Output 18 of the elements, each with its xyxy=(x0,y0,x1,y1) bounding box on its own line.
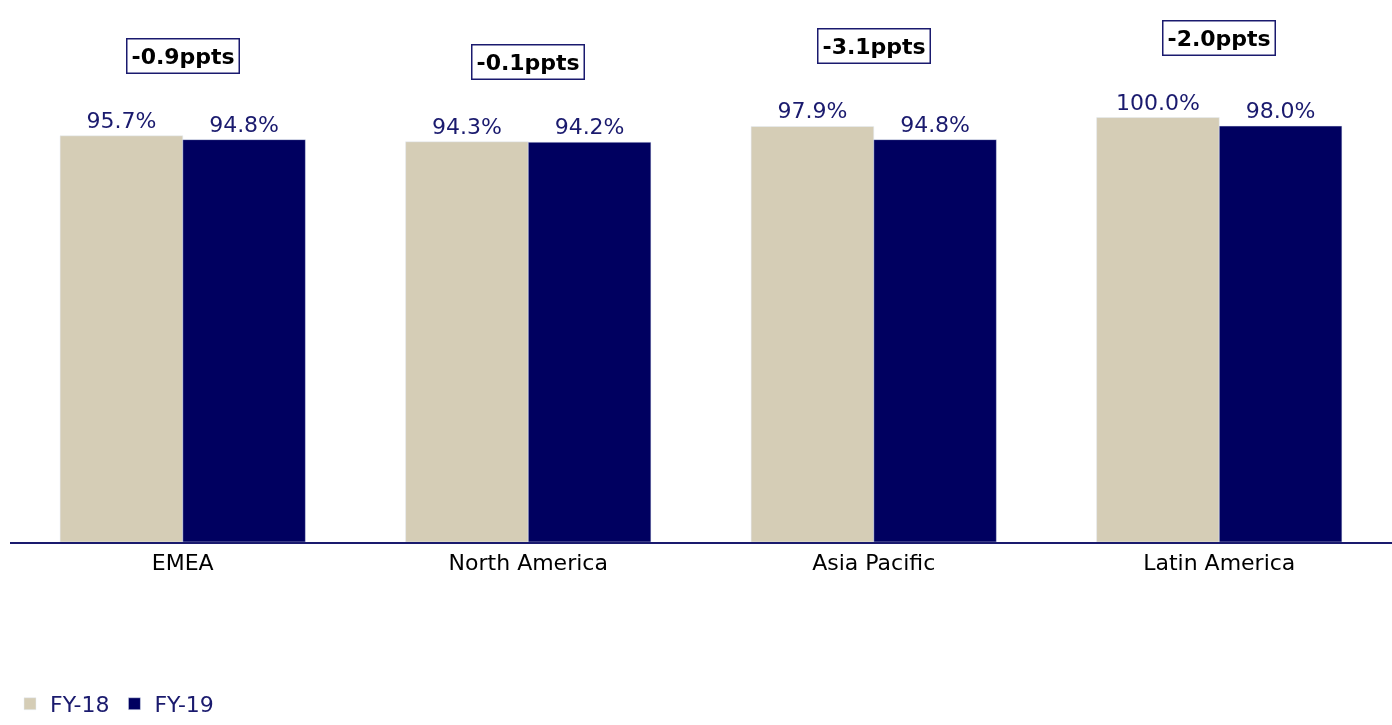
data-label: 95.7% xyxy=(86,107,157,133)
text: -0.9ppts xyxy=(131,43,235,69)
legend-label: FY-19 xyxy=(154,692,214,718)
text: -0.1ppts xyxy=(476,49,580,75)
data-label: 94.3% xyxy=(431,113,502,139)
data-label: 94.2% xyxy=(554,114,625,140)
data-label: 94.8% xyxy=(900,111,971,137)
data-label: 94.8% xyxy=(209,111,280,137)
x-tick-label: Latin America xyxy=(1143,550,1296,576)
x-tick-label: Asia Pacific xyxy=(812,550,936,576)
data-label: 97.9% xyxy=(777,98,848,124)
data-label: 98.0% xyxy=(1245,98,1316,124)
legend-label: FY-18 xyxy=(50,692,110,718)
text: -2.0ppts xyxy=(1167,25,1271,51)
text: -3.1ppts xyxy=(822,33,926,59)
x-tick-label: North America xyxy=(448,550,608,576)
data-label: 100.0% xyxy=(1115,89,1200,115)
x-tick-label: EMEA xyxy=(151,550,214,576)
